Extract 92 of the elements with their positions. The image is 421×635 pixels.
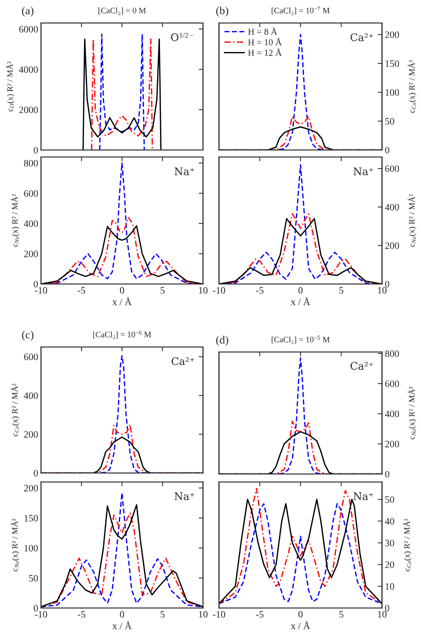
x-tick-label: -5 xyxy=(78,611,86,618)
annotation: Ca²⁺ xyxy=(350,362,374,370)
text: (c) xyxy=(22,330,34,341)
y-tick-label: 0 xyxy=(34,604,38,612)
x-tick-label: -5 xyxy=(78,287,86,294)
y-axis-title: c$_{Na}$(x) R² / MÅ² xyxy=(10,518,20,572)
y-tick-label: 0 xyxy=(34,146,38,154)
x-tick-label: -5 xyxy=(256,287,264,294)
line-series xyxy=(91,38,153,150)
y2-tick-label: 0 xyxy=(385,470,390,478)
y-tick-label: 50 xyxy=(29,574,38,582)
y2-tick-label: 40 xyxy=(384,518,394,525)
x-axis-title: x / Å xyxy=(290,621,310,630)
y2-tick-label: 150 xyxy=(386,60,399,67)
x-tick-label: 10 xyxy=(378,611,386,618)
x-tick-label: 5 xyxy=(160,287,165,294)
legend-label: H = 12 Å xyxy=(248,48,282,56)
x-tick-label: 0 xyxy=(298,611,303,618)
y2-tick-label: 200 xyxy=(385,242,399,249)
y-tick-label: 4000 xyxy=(18,66,38,73)
y2-tick-label: 50 xyxy=(385,496,394,503)
annotation: O$^{1/2−}$ xyxy=(171,32,194,42)
y-tick-label: 100 xyxy=(24,544,38,552)
y-tick-label: 200 xyxy=(24,484,38,492)
x-tick-label: -5 xyxy=(256,611,264,618)
x-tick-label: 10 xyxy=(198,287,208,294)
x-tick-label: -10 xyxy=(212,287,226,294)
y-axis-title: c$_{Ca}$(x) R² / MÅ² xyxy=(10,384,20,436)
chart-title: [CaCl₂] = 0 M xyxy=(98,7,146,15)
x-axis-title: x / Å xyxy=(112,297,132,306)
x-tick-label: 10 xyxy=(198,611,208,618)
annotation: Ca²⁺ xyxy=(350,33,374,42)
x-tick-label: -10 xyxy=(34,611,48,618)
legend-label: H = 10 Å xyxy=(248,38,282,46)
y-tick-label: 600 xyxy=(24,354,38,360)
legend-label: H = 8 Å xyxy=(248,27,278,35)
x-tick-label: -10 xyxy=(34,287,48,294)
y-tick-label: 600 xyxy=(24,190,38,197)
x-tick-label: 10 xyxy=(378,287,386,294)
y2-tick-label: 200 xyxy=(385,440,399,448)
text: (a) xyxy=(22,6,34,17)
y-tick-label: 200 xyxy=(24,250,38,258)
y-tick-label: 6000 xyxy=(19,26,38,33)
y2-tick-label: 30 xyxy=(385,540,394,546)
y2-axis-title: c$_{Ca}$(x) R² / MÅ² xyxy=(408,60,416,113)
text: (b) xyxy=(216,6,228,17)
y2-tick-label: 50 xyxy=(385,118,394,125)
y2-axis-title: c$_{Ca}$(x) R² / MÅ² xyxy=(402,518,412,572)
x-tick-label: 5 xyxy=(339,287,344,294)
x-tick-label: 0 xyxy=(120,611,124,618)
chart-title: [CaCl₂] = 10$^{−5}$ M xyxy=(272,336,330,344)
y-tick-label: 150 xyxy=(24,514,38,522)
y2-axis-title: c$_{Na}$(x) R² / MÅ² xyxy=(408,386,416,440)
y2-tick-label: 0 xyxy=(385,146,390,154)
y-tick-label: 2000 xyxy=(19,106,38,114)
y-tick-label: 400 xyxy=(24,220,38,227)
y-tick-label: 400 xyxy=(24,392,38,399)
x-tick-label: 5 xyxy=(160,611,165,618)
y2-tick-label: 0 xyxy=(385,280,390,288)
x-tick-label: 0 xyxy=(298,287,303,294)
y2-tick-label: 800 xyxy=(385,350,399,357)
chart-title: [CaCl₂] = 10$^{−7}$ M xyxy=(272,6,330,15)
y2-axis-title: c$_{Na}$(x) R² / MÅ² xyxy=(408,194,416,247)
y-axis-title: c$_{O}$(x) R² / MÅ² xyxy=(6,62,15,112)
text: (d) xyxy=(216,336,228,346)
y2-tick-label: 400 xyxy=(384,204,399,210)
x-tick-label: 5 xyxy=(339,611,344,618)
y-axis-title: c$_{Na}$(x) R² / MÅ² xyxy=(10,194,20,247)
annotation: Ca²⁺ xyxy=(172,357,194,366)
y2-tick-label: 200 xyxy=(385,31,399,38)
y-tick-label: 800 xyxy=(24,160,38,167)
line-series xyxy=(82,38,162,150)
x-tick-label: 0 xyxy=(120,287,124,294)
y2-tick-label: 100 xyxy=(386,89,399,96)
y-tick-label: 0 xyxy=(34,470,38,476)
x-tick-label: -10 xyxy=(212,611,226,618)
y2-tick-label: 400 xyxy=(384,410,399,418)
y2-tick-label: 20 xyxy=(385,561,394,568)
x-axis-title: x / Å xyxy=(290,297,310,306)
y2-tick-label: 600 xyxy=(385,165,399,172)
chart-title: [CaCl₂] = 10$^{−6}$ M xyxy=(93,330,152,339)
annotation: Na⁺ xyxy=(174,492,194,500)
y2-tick-label: 600 xyxy=(385,380,399,388)
y2-tick-label: 0 xyxy=(385,604,390,612)
y-tick-label: 0 xyxy=(34,280,38,288)
annotation: Na⁺ xyxy=(354,167,374,176)
annotation: Na⁺ xyxy=(354,492,374,500)
y2-tick-label: 10 xyxy=(386,583,394,590)
line-series xyxy=(99,33,145,150)
annotation: Na⁺ xyxy=(174,167,194,176)
x-axis-title: x / Å xyxy=(112,621,132,630)
y-tick-label: 200 xyxy=(24,431,38,438)
